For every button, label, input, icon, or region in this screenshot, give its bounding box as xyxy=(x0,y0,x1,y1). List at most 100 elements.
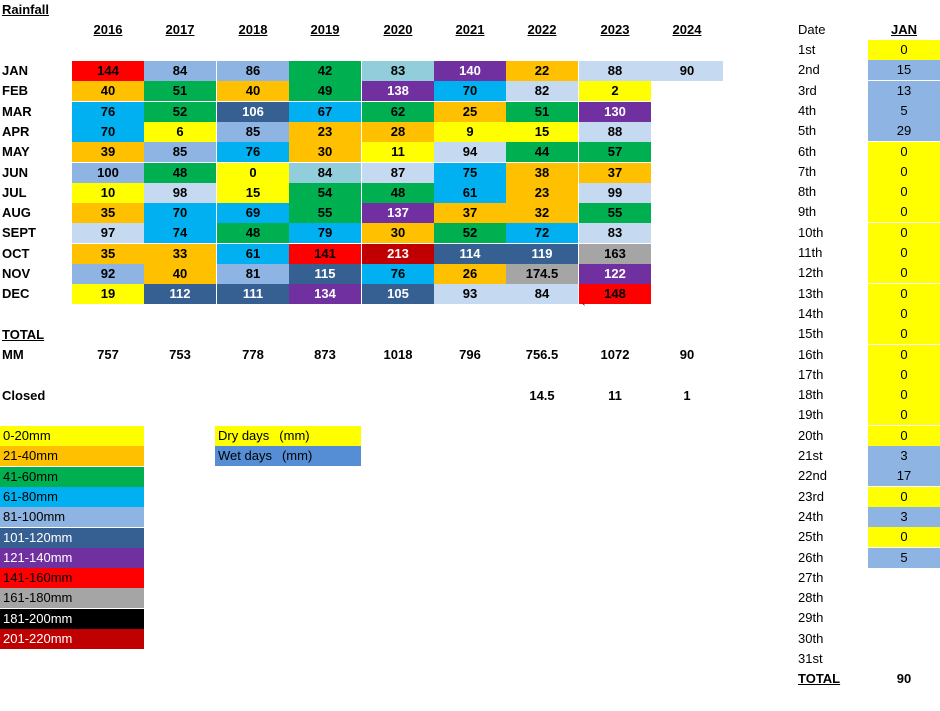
day-rainfall: 0 xyxy=(868,40,940,60)
rainfall-cell: 55 xyxy=(289,203,361,224)
day-label: 3rd xyxy=(798,82,817,98)
rainfall-cell: 61 xyxy=(217,243,289,264)
rainfall-cell: 70 xyxy=(144,203,216,224)
rainfall-cell: 144 xyxy=(72,61,144,81)
rainfall-cell: 70 xyxy=(72,121,144,142)
rainfall-cell: 90 xyxy=(651,61,723,81)
rainfall-cell: 148 xyxy=(579,284,651,305)
day-label: 14th xyxy=(798,305,824,321)
day-rainfall: 0 xyxy=(868,243,940,263)
day-label: 29th xyxy=(798,610,824,626)
day-rainfall: 0 xyxy=(868,425,940,446)
rainfall-cell: 83 xyxy=(362,61,434,81)
legend-item: 0-20mm xyxy=(0,426,144,446)
day-rainfall: 0 xyxy=(868,303,940,324)
month-label: DEC xyxy=(2,286,30,302)
day-label: 31st xyxy=(798,651,823,666)
rainfall-cell: 76 xyxy=(362,264,434,284)
rainfall-cell: 44 xyxy=(506,142,578,163)
rainfall-cell: 141 xyxy=(289,243,361,264)
day-label: 30th xyxy=(798,630,824,646)
day-rainfall: 15 xyxy=(868,60,940,81)
rainfall-cell: 86 xyxy=(217,61,289,81)
year-total: 1018 xyxy=(383,347,413,362)
year-closed xyxy=(289,386,361,406)
day-label: 23rd xyxy=(798,488,825,504)
rainfall-cell: 75 xyxy=(434,162,506,183)
year-header-2017: 2017 xyxy=(165,22,195,37)
legend-item: 161-180mm xyxy=(0,588,144,609)
month-label: AUG xyxy=(2,205,31,221)
rainfall-cell: 30 xyxy=(362,223,434,244)
rainfall-cell: 74 xyxy=(144,223,216,244)
rainfall-cell: 57 xyxy=(579,142,651,163)
date-header: Date xyxy=(798,22,826,37)
rainfall-cell: 163 xyxy=(579,243,651,264)
day-label: 10th xyxy=(798,224,824,240)
daily-total-label: TOTAL xyxy=(798,671,841,687)
day-rainfall: 0 xyxy=(868,283,940,304)
rainfall-cell: 85 xyxy=(217,121,289,142)
year-closed: 11 xyxy=(608,388,622,403)
day-label: 18th xyxy=(798,387,824,403)
month-label: JUN xyxy=(2,164,29,180)
day-rainfall: 0 xyxy=(868,141,940,162)
rainfall-cell: 99 xyxy=(579,182,651,203)
day-type-label: Wet days xyxy=(218,448,272,464)
year-header-2019: 2019 xyxy=(310,22,340,37)
legend-item: 81-100mm xyxy=(0,507,144,528)
rainfall-cell: 100 xyxy=(72,162,144,183)
day-rainfall: 0 xyxy=(868,202,940,223)
rainfall-cell: 40 xyxy=(72,81,144,102)
rainfall-cell: 37 xyxy=(579,162,651,183)
rainfall-cell: 114 xyxy=(434,243,506,264)
rainfall-cell: 51 xyxy=(506,101,578,122)
rainfall-cell: 23 xyxy=(289,121,361,142)
day-label: 22nd xyxy=(798,468,827,484)
year-total: 778 xyxy=(242,347,264,362)
rainfall-cell: 88 xyxy=(579,121,651,142)
day-type-label: Dry days xyxy=(218,428,270,443)
year-header-2021: 2021 xyxy=(455,22,485,37)
year-closed xyxy=(72,386,144,406)
day-label: 25th xyxy=(798,529,824,545)
rainfall-cell: 105 xyxy=(362,284,434,305)
year-total: 757 xyxy=(97,347,119,362)
rainfall-cell: 92 xyxy=(72,264,144,284)
day-rainfall: 0 xyxy=(868,527,940,548)
day-label: 6th xyxy=(798,143,817,159)
rainfall-cell: 22 xyxy=(506,61,578,81)
rainfall-cell: 119 xyxy=(506,243,578,264)
month-label: MAR xyxy=(2,103,32,119)
rainfall-cell: 94 xyxy=(434,142,506,163)
year-total: 873 xyxy=(314,347,336,362)
day-rainfall: 3 xyxy=(868,506,940,527)
year-closed: 1 xyxy=(683,388,691,403)
rainfall-cell: 87 xyxy=(362,162,434,183)
day-label: 16th xyxy=(798,346,824,362)
month-label: MAY xyxy=(2,144,30,160)
rainfall-cell: 25 xyxy=(434,101,506,122)
year-header-2022: 2022 xyxy=(527,22,557,37)
day-label: 12th xyxy=(798,265,824,281)
day-rainfall: 0 xyxy=(868,161,940,182)
rainfall-cell: 26 xyxy=(434,264,506,284)
rainfall-cell: 39 xyxy=(72,142,144,163)
day-label: 7th xyxy=(798,163,817,179)
rainfall-cell: 84 xyxy=(144,61,216,81)
day-rainfall: 5 xyxy=(868,547,940,568)
legend-item: 181-200mm xyxy=(0,608,144,629)
rainfall-cell: 0 xyxy=(217,162,289,183)
total-label: TOTAL xyxy=(2,327,45,342)
rainfall-cell: 82 xyxy=(506,81,578,102)
legend-item: 41-60mm xyxy=(0,466,144,487)
day-rainfall: 3 xyxy=(868,446,940,466)
year-total: 796 xyxy=(459,347,481,362)
year-closed xyxy=(217,386,289,406)
rainfall-cell: 28 xyxy=(362,121,434,142)
rainfall-cell: 10 xyxy=(72,182,144,203)
rainfall-cell: 111 xyxy=(217,284,289,305)
day-rainfall: 0 xyxy=(868,182,940,203)
month-label: JAN xyxy=(2,63,29,78)
rainfall-cell: 40 xyxy=(217,81,289,102)
